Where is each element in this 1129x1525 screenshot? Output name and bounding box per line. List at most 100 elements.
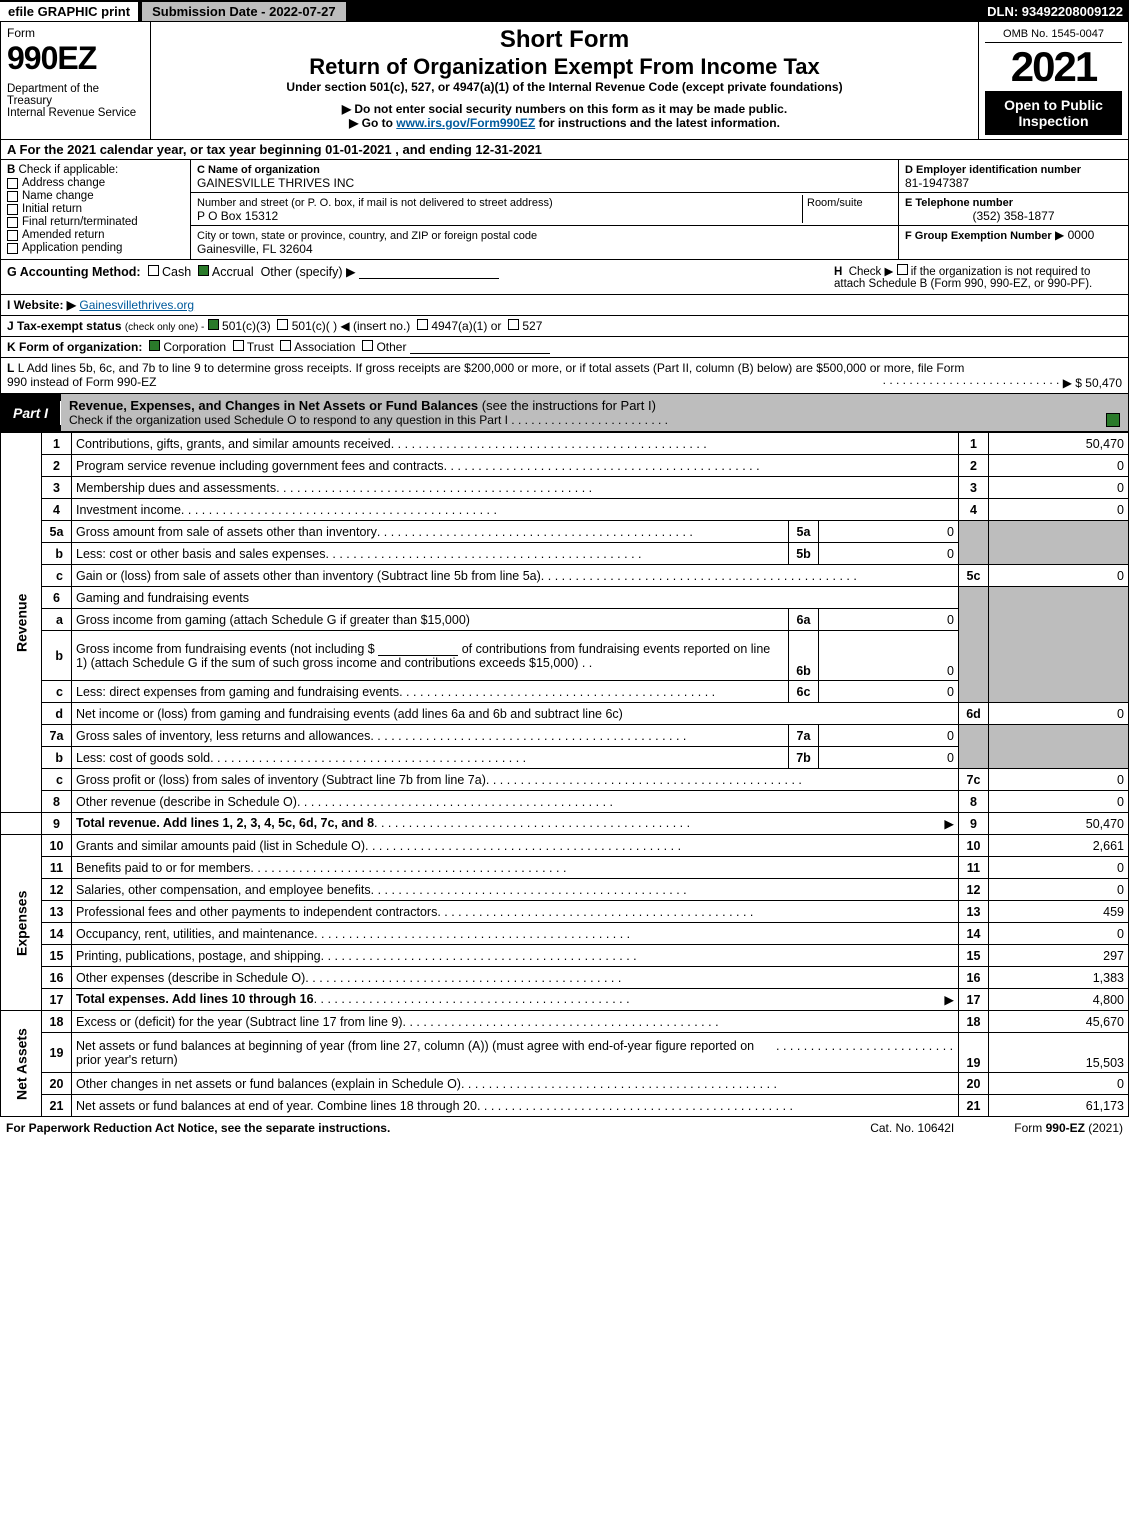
revenue-vlabel: Revenue [1,433,42,813]
efile-label[interactable]: efile GRAPHIC print [0,2,138,21]
part-1-bar: Part I Revenue, Expenses, and Changes in… [0,394,1129,432]
grey-cell [959,725,989,769]
footer-left: For Paperwork Reduction Act Notice, see … [6,1121,390,1135]
chk-application-pending[interactable]: Application pending [7,242,184,254]
h-check-text: Check ▶ [849,266,894,278]
tax-year: 2021 [985,43,1122,91]
department: Department of the Treasury Internal Reve… [7,83,144,119]
line-ref: 5c [959,565,989,587]
line-ref: 2 [959,455,989,477]
line-desc: Net assets or fund balances at beginning… [76,1039,776,1067]
chk-address-change[interactable]: Address change [7,177,184,189]
page-footer: For Paperwork Reduction Act Notice, see … [0,1117,1129,1139]
subline-amount: 0 [819,631,959,681]
e-label: E Telephone number [905,197,1013,209]
line-desc: Other revenue (describe in Schedule O) [76,795,297,809]
subline-ref: 7a [789,725,819,747]
checkbox-icon[interactable] [362,340,373,351]
g-other: Other (specify) ▶ [261,265,356,279]
line-num: b [42,747,72,769]
checkbox-icon[interactable] [897,264,908,275]
contrib-amount-input[interactable] [378,642,458,656]
submission-date: Submission Date - 2022-07-27 [142,2,346,21]
subline-amount: 0 [819,725,959,747]
other-specify-input[interactable] [359,265,499,279]
chk-label: Application pending [22,242,122,254]
g-accrual: Accrual [212,265,254,279]
subline-amount: 0 [819,609,959,631]
b-letter: B [7,164,15,176]
website-link[interactable]: Gainesvillethrives.org [79,298,194,312]
schedule-o-checkbox[interactable] [1106,413,1120,427]
line-desc: Professional fees and other payments to … [76,905,437,919]
form-number: 990EZ [7,40,144,77]
checkbox-checked-icon[interactable] [208,319,219,330]
checkbox-icon[interactable] [277,319,288,330]
j-opt1: 501(c)(3) [222,319,271,333]
line-desc: Total revenue. Add lines 1, 2, 3, 4, 5c,… [76,816,374,830]
line-num: 18 [42,1011,72,1033]
j-label: J Tax-exempt status [7,319,122,333]
part-1-title: Revenue, Expenses, and Changes in Net As… [61,394,1128,431]
row-h: H Check ▶ if the organization is not req… [828,260,1128,294]
org-name: GAINESVILLE THRIVES INC [197,176,354,190]
line-amount: 45,670 [989,1011,1129,1033]
checkbox-icon[interactable] [508,319,519,330]
line-num: 15 [42,945,72,967]
subtitle-2: ▶ Do not enter social security numbers o… [157,102,972,116]
chk-label: Final return/terminated [22,216,138,228]
line-num: 3 [42,477,72,499]
checkbox-icon[interactable] [148,265,159,276]
checkbox-checked-icon[interactable] [198,265,209,276]
chk-final-return[interactable]: Final return/terminated [7,216,184,228]
chk-initial-return[interactable]: Initial return [7,203,184,215]
header-right: OMB No. 1545-0047 2021 Open to Public In… [978,22,1128,139]
line-desc: Investment income [76,503,181,517]
chk-name-change[interactable]: Name change [7,190,184,202]
subline-amount: 0 [819,747,959,769]
chk-label: Name change [22,190,94,202]
checkbox-icon[interactable] [417,319,428,330]
checkbox-checked-icon[interactable] [149,340,160,351]
checkbox-icon [7,230,18,241]
line-num: c [42,681,72,703]
line-desc: Printing, publications, postage, and shi… [76,949,321,963]
line-desc: Net income or (loss) from gaming and fun… [72,703,959,725]
line-desc: Gross amount from sale of assets other t… [76,525,377,539]
line-num: 11 [42,857,72,879]
line-ref: 12 [959,879,989,901]
subline-amount: 0 [819,521,959,543]
line-amount: 4,800 [989,989,1129,1011]
line-ref: 3 [959,477,989,499]
subline-amount: 0 [819,681,959,703]
line-num: 6 [42,587,72,609]
checkbox-icon[interactable] [280,340,291,351]
line-desc: Grants and similar amounts paid (list in… [76,839,365,853]
section-bcdef: B Check if applicable: Address change Na… [0,160,1129,260]
k-other-input[interactable] [410,340,550,354]
line-desc: Gross income from gaming (attach Schedul… [72,609,789,631]
line-desc: Salaries, other compensation, and employ… [76,883,371,897]
part-1-checkline: Check if the organization used Schedule … [69,413,508,427]
line-desc: Other changes in net assets or fund bala… [76,1077,461,1091]
k-trust: Trust [247,340,274,354]
line-desc: Contributions, gifts, grants, and simila… [76,437,391,451]
open-to-public: Open to Public Inspection [985,91,1122,135]
chk-label: Amended return [22,229,104,241]
line-ref: 4 [959,499,989,521]
section-c: C Name of organization GAINESVILLE THRIV… [191,160,898,259]
line-ref: 19 [959,1033,989,1073]
irs-link[interactable]: www.irs.gov/Form990EZ [396,116,535,130]
line-ref: 10 [959,835,989,857]
line-num: 9 [42,813,72,835]
checkbox-icon[interactable] [233,340,244,351]
dln-label: DLN: 93492208009122 [987,4,1129,19]
ein-value: 81-1947387 [905,176,969,190]
checkbox-icon [7,204,18,215]
chk-amended-return[interactable]: Amended return [7,229,184,241]
j-opt2: 501(c)( ) ◀ (insert no.) [292,319,411,333]
line-ref: 7c [959,769,989,791]
expenses-vlabel: Expenses [1,835,42,1011]
l-value: ▶ $ 50,470 [1063,376,1122,390]
line-num: 2 [42,455,72,477]
